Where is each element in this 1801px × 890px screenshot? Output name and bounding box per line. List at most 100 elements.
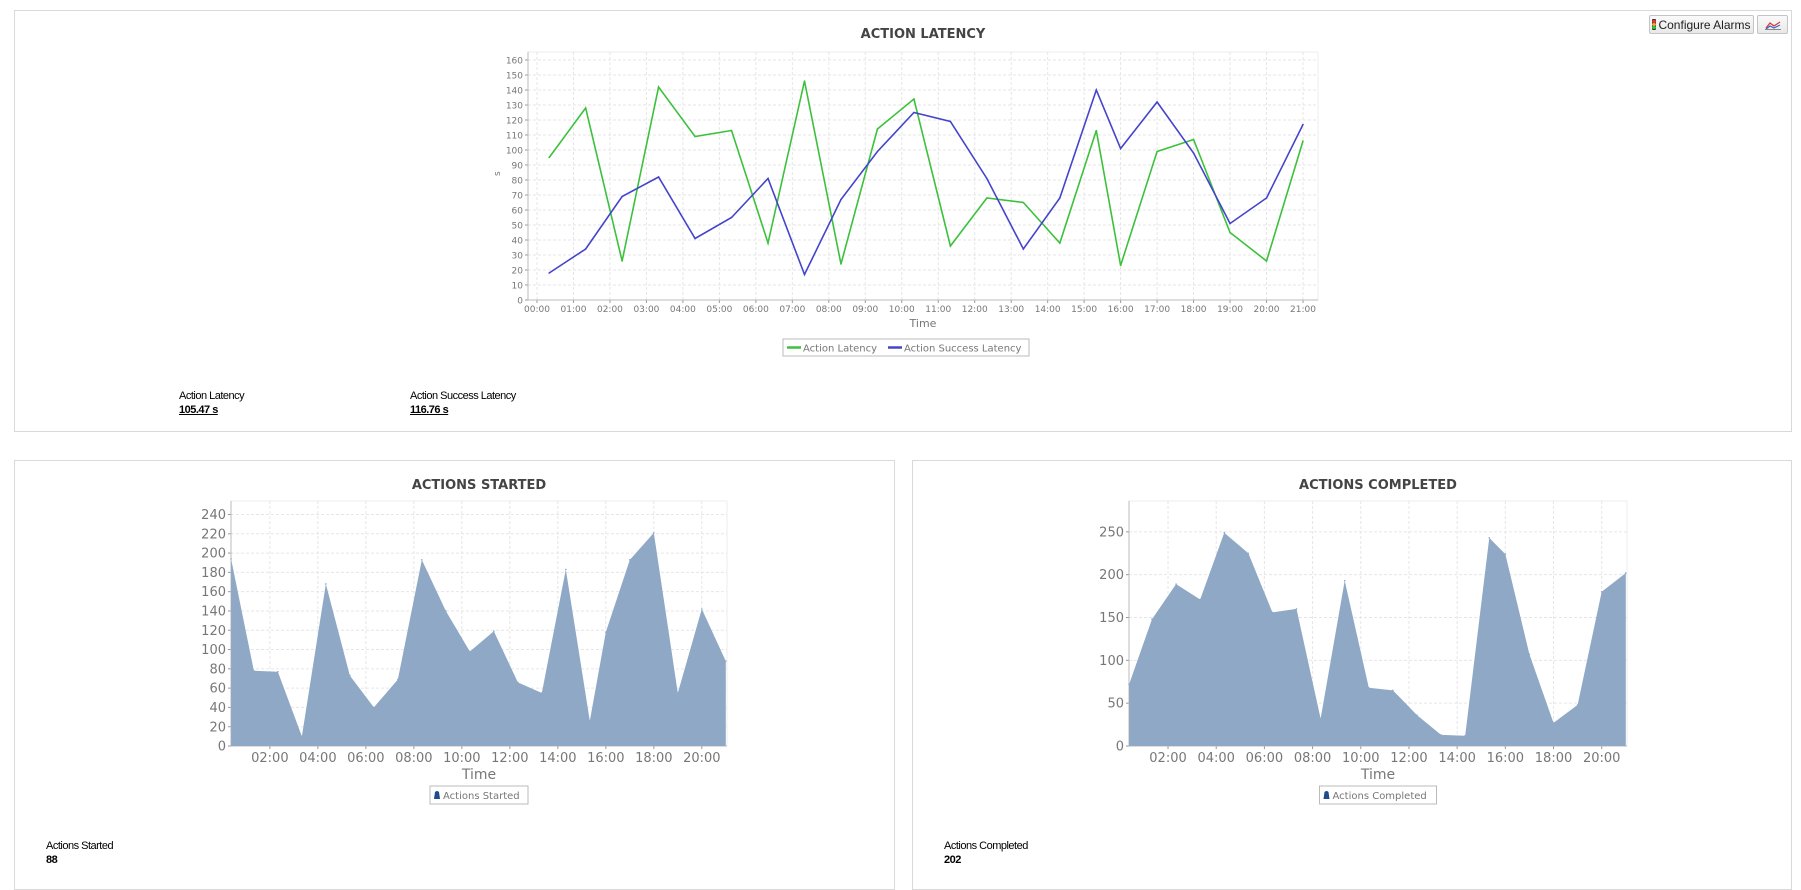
stat-value: 88 bbox=[46, 854, 58, 866]
x-tick-label: 04:00 bbox=[1197, 751, 1234, 766]
y-tick-label: 0 bbox=[218, 740, 226, 755]
data-point bbox=[986, 177, 988, 180]
data-point bbox=[1319, 717, 1322, 720]
data-point bbox=[694, 135, 696, 138]
x-tick-label: 16:00 bbox=[1108, 305, 1134, 315]
stat-label: Action Success Latency bbox=[410, 390, 516, 402]
data-point bbox=[349, 674, 351, 677]
data-point bbox=[325, 583, 327, 585]
data-point bbox=[277, 670, 279, 673]
chart-title: ACTIONS STARTED bbox=[412, 478, 547, 493]
data-point bbox=[1464, 734, 1466, 737]
stat-actions-completed: Actions Completed 202 bbox=[944, 840, 1028, 866]
data-point bbox=[840, 198, 842, 201]
data-point bbox=[1022, 248, 1025, 250]
x-tick-label: 18:00 bbox=[635, 751, 672, 766]
x-tick-label: 06:00 bbox=[743, 305, 769, 315]
data-point bbox=[253, 669, 255, 672]
data-point bbox=[1271, 611, 1274, 614]
data-point bbox=[1600, 591, 1603, 593]
configure-alarms-button[interactable]: Configure Alarms bbox=[1649, 15, 1754, 34]
y-tick-label: 60 bbox=[209, 682, 226, 697]
stat-actions-started: Actions Started 88 bbox=[46, 840, 114, 866]
data-point bbox=[1229, 222, 1231, 225]
y-tick-label: 120 bbox=[506, 117, 523, 127]
y-tick-label: 200 bbox=[1099, 568, 1124, 583]
stat-value-link[interactable]: 105.47 s bbox=[179, 404, 218, 416]
stat-value-link[interactable]: 116.76 s bbox=[410, 404, 449, 416]
stat-action-latency: Action Latency 105.47 s bbox=[179, 390, 245, 416]
area-series-actions-started bbox=[231, 532, 726, 746]
y-tick-label: 100 bbox=[201, 643, 226, 658]
data-point bbox=[493, 630, 495, 633]
y-tick-label: 140 bbox=[201, 605, 226, 620]
x-axis-label: Time bbox=[1360, 767, 1395, 783]
chart-type-button[interactable] bbox=[1757, 15, 1788, 34]
x-tick-label: 01:00 bbox=[561, 305, 587, 315]
y-tick-label: 180 bbox=[201, 566, 226, 581]
data-point bbox=[840, 263, 842, 265]
data-point bbox=[876, 150, 879, 153]
configure-alarms-label: Configure Alarms bbox=[1658, 17, 1751, 32]
data-point bbox=[1528, 653, 1531, 656]
data-point bbox=[1576, 704, 1579, 706]
data-point bbox=[629, 559, 631, 561]
y-tick-label: 160 bbox=[506, 57, 523, 67]
data-point bbox=[949, 120, 952, 123]
data-point bbox=[1095, 89, 1098, 91]
x-tick-label: 04:00 bbox=[670, 305, 696, 315]
data-point bbox=[1175, 583, 1177, 585]
data-point bbox=[1392, 689, 1394, 692]
x-tick-label: 05:00 bbox=[706, 305, 732, 315]
y-tick-label: 80 bbox=[512, 177, 524, 187]
y-tick-label: 70 bbox=[512, 192, 524, 202]
data-point bbox=[1416, 714, 1418, 716]
y-tick-label: 80 bbox=[209, 662, 226, 677]
y-tick-label: 100 bbox=[506, 147, 523, 157]
data-point bbox=[469, 650, 471, 653]
data-point bbox=[730, 216, 733, 219]
x-tick-label: 08:00 bbox=[395, 751, 432, 766]
data-point bbox=[1059, 197, 1061, 199]
y-tick-label: 30 bbox=[512, 252, 524, 262]
data-point bbox=[657, 176, 660, 178]
chart-title: ACTION LATENCY bbox=[861, 27, 986, 42]
y-tick-label: 10 bbox=[512, 282, 524, 292]
x-tick-label: 02:00 bbox=[251, 751, 288, 766]
data-point bbox=[1223, 531, 1226, 534]
x-tick-label: 08:00 bbox=[816, 305, 842, 315]
x-tick-label: 20:00 bbox=[1254, 305, 1280, 315]
data-point bbox=[548, 156, 550, 159]
data-point bbox=[1199, 598, 1201, 601]
data-point bbox=[1504, 553, 1507, 555]
y-tick-label: 0 bbox=[1116, 740, 1124, 755]
data-point bbox=[694, 237, 696, 240]
x-tick-label: 18:00 bbox=[1535, 751, 1572, 766]
x-tick-label: 14:00 bbox=[539, 751, 576, 766]
y-tick-label: 220 bbox=[201, 527, 226, 542]
line-chart-icon bbox=[1764, 21, 1781, 30]
legend-area-icon bbox=[434, 791, 440, 799]
y-tick-label: 50 bbox=[512, 222, 524, 232]
x-tick-label: 16:00 bbox=[587, 751, 624, 766]
data-point bbox=[1302, 123, 1304, 126]
x-tick-label: 12:00 bbox=[1390, 751, 1427, 766]
data-point bbox=[876, 128, 879, 130]
y-tick-label: 90 bbox=[512, 162, 524, 172]
x-tick-label: 17:00 bbox=[1144, 305, 1170, 315]
x-tick-label: 08:00 bbox=[1294, 751, 1331, 766]
x-tick-label: 00:00 bbox=[524, 305, 550, 315]
data-point bbox=[605, 631, 607, 633]
data-point bbox=[1119, 264, 1122, 267]
data-point bbox=[1247, 552, 1250, 555]
data-point bbox=[1552, 722, 1555, 724]
x-tick-label: 14:00 bbox=[1035, 305, 1061, 315]
x-tick-label: 09:00 bbox=[852, 305, 878, 315]
x-tick-label: 10:00 bbox=[1342, 751, 1379, 766]
x-tick-label: 19:00 bbox=[1217, 305, 1243, 315]
data-point bbox=[373, 706, 375, 709]
data-point bbox=[767, 177, 769, 180]
data-point bbox=[1151, 618, 1153, 621]
legend-item: Action Latency bbox=[803, 344, 877, 355]
